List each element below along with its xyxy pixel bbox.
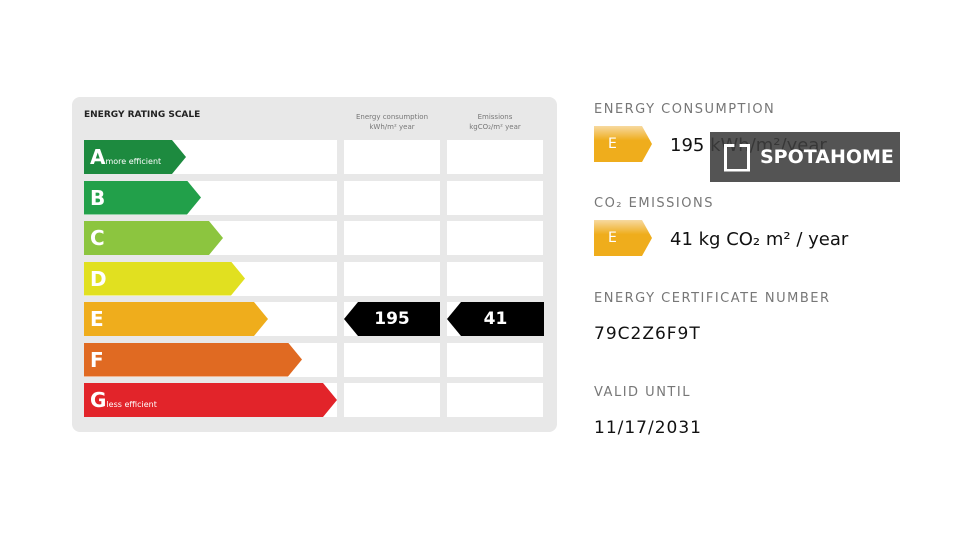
- detail-label: VALID UNTIL: [594, 385, 691, 400]
- rating-letter: B: [90, 185, 106, 210]
- rating-letter: D: [90, 266, 107, 291]
- emissions-cell: [447, 342, 543, 377]
- detail-value: 79C2Z6F9T: [594, 324, 701, 344]
- detail-label: ENERGY CONSUMPTION: [594, 102, 776, 117]
- col-header-line: Emissions: [477, 113, 513, 121]
- emissions-cell: [447, 383, 543, 417]
- rating-arrow: E: [84, 302, 268, 336]
- scale-title: ENERGY RATING SCALE: [84, 110, 201, 120]
- rating-letter: G: [90, 388, 107, 412]
- rating-badge: E: [594, 126, 652, 162]
- consumption-cell: [344, 180, 440, 215]
- rating-letter: E: [90, 307, 104, 331]
- consumption-cell: [344, 140, 440, 174]
- consumption-cell: [344, 342, 440, 377]
- detail-value: 41 kg CO₂ m² / year: [670, 229, 849, 250]
- consumption-cell: [344, 383, 440, 417]
- detail-label: ENERGY CERTIFICATE NUMBER: [594, 291, 831, 306]
- col-header: Emissions kgCO₂/m² year: [447, 112, 543, 132]
- col-header: Energy consumption kWh/m² year: [344, 112, 440, 132]
- emissions-cell: [447, 180, 543, 215]
- rating-note: more efficient: [105, 157, 162, 166]
- emissions-cell: [447, 221, 543, 255]
- consumption-cell: [344, 221, 440, 255]
- col-header-line: Energy consumption: [355, 113, 429, 121]
- rating-letter: A: [90, 145, 106, 169]
- watermark: SPOTAHOME: [710, 132, 900, 182]
- current-consumption: 195: [344, 302, 440, 336]
- rating-badge: E: [594, 220, 652, 256]
- col-header-line: kgCO₂/m² year: [469, 123, 521, 131]
- rating-arrow: B: [84, 181, 201, 215]
- detail-value: 11/17/2031: [594, 418, 702, 438]
- detail-label: CO₂ EMISSIONS: [594, 196, 714, 211]
- rating-letter: F: [90, 347, 104, 372]
- rating-arrow: C: [84, 221, 223, 255]
- rating-arrow: D: [84, 262, 245, 296]
- emissions-cell: [447, 261, 543, 296]
- current-emissions: 41: [447, 302, 544, 336]
- col-header-line: kWh/m² year: [369, 123, 415, 131]
- rating-arrow: Amore efficient: [84, 140, 186, 174]
- consumption-cell: [344, 261, 440, 296]
- watermark-text: SPOTAHOME: [760, 146, 894, 168]
- emissions-cell: [447, 140, 543, 174]
- rating-letter: C: [90, 226, 105, 250]
- rating-arrow: Gless efficient: [84, 383, 337, 417]
- rating-note: less efficient: [106, 400, 157, 409]
- rating-arrow: F: [84, 343, 302, 377]
